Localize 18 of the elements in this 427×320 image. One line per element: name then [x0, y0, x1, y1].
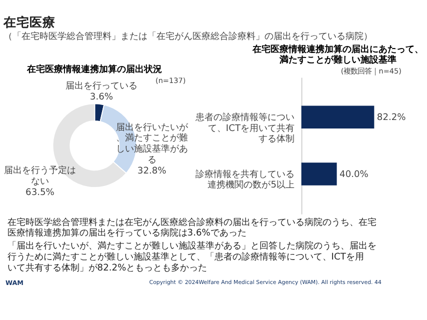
slice-label: 届出を行っている — [65, 80, 138, 92]
text: 在宅医療 — [2, 14, 56, 30]
data-label: 82.2% — [376, 112, 406, 123]
data-label: 32.8% — [137, 166, 167, 177]
text: (複数回答｜n=45) — [340, 66, 402, 76]
text: 在宅時医学総合管理料または在宅がん医療総合診療料の届出を行っている病院のうち、在宅医療情報連携加算の届出を行っている病院は3.6%であった — [7, 216, 376, 239]
data-label: 40.0% — [340, 170, 369, 180]
chart-title: 在宅医療情報連携加算の届出にあたって、満たすことが難しい施設基準 — [251, 44, 424, 66]
data-label: 3.6% — [90, 92, 114, 103]
data-label: 63.5% — [26, 188, 55, 198]
y-tick-label: 患者の診療情報等について、ICTを用いて共有する体制 — [194, 112, 295, 145]
chart-title: 在宅医療情報連携加算の届出状況 — [26, 64, 162, 75]
slice-label: 届出を行いたいが、満たすことが難しい施設基準がある — [116, 122, 189, 166]
y-tick-label: 診療情報を共有している連携機関の数が5以上 — [196, 168, 295, 191]
text: 「届出を行いたいが、満たすことが難しい施設基準がある」と回答した病院のうち、届出を行うために満たすことが難しい施設基準として、「患者の診療情報等について、ICTを用いて共有する体制」が82.2%ともっとも多かった — [7, 240, 376, 274]
slice-label: 届出を行う予定はない — [4, 165, 76, 188]
text: （「在宅時医学総合管理料」または「在宅がん医療総合診療料」の届出を行っている病院） — [4, 31, 373, 42]
text: (n=137) — [155, 76, 186, 85]
